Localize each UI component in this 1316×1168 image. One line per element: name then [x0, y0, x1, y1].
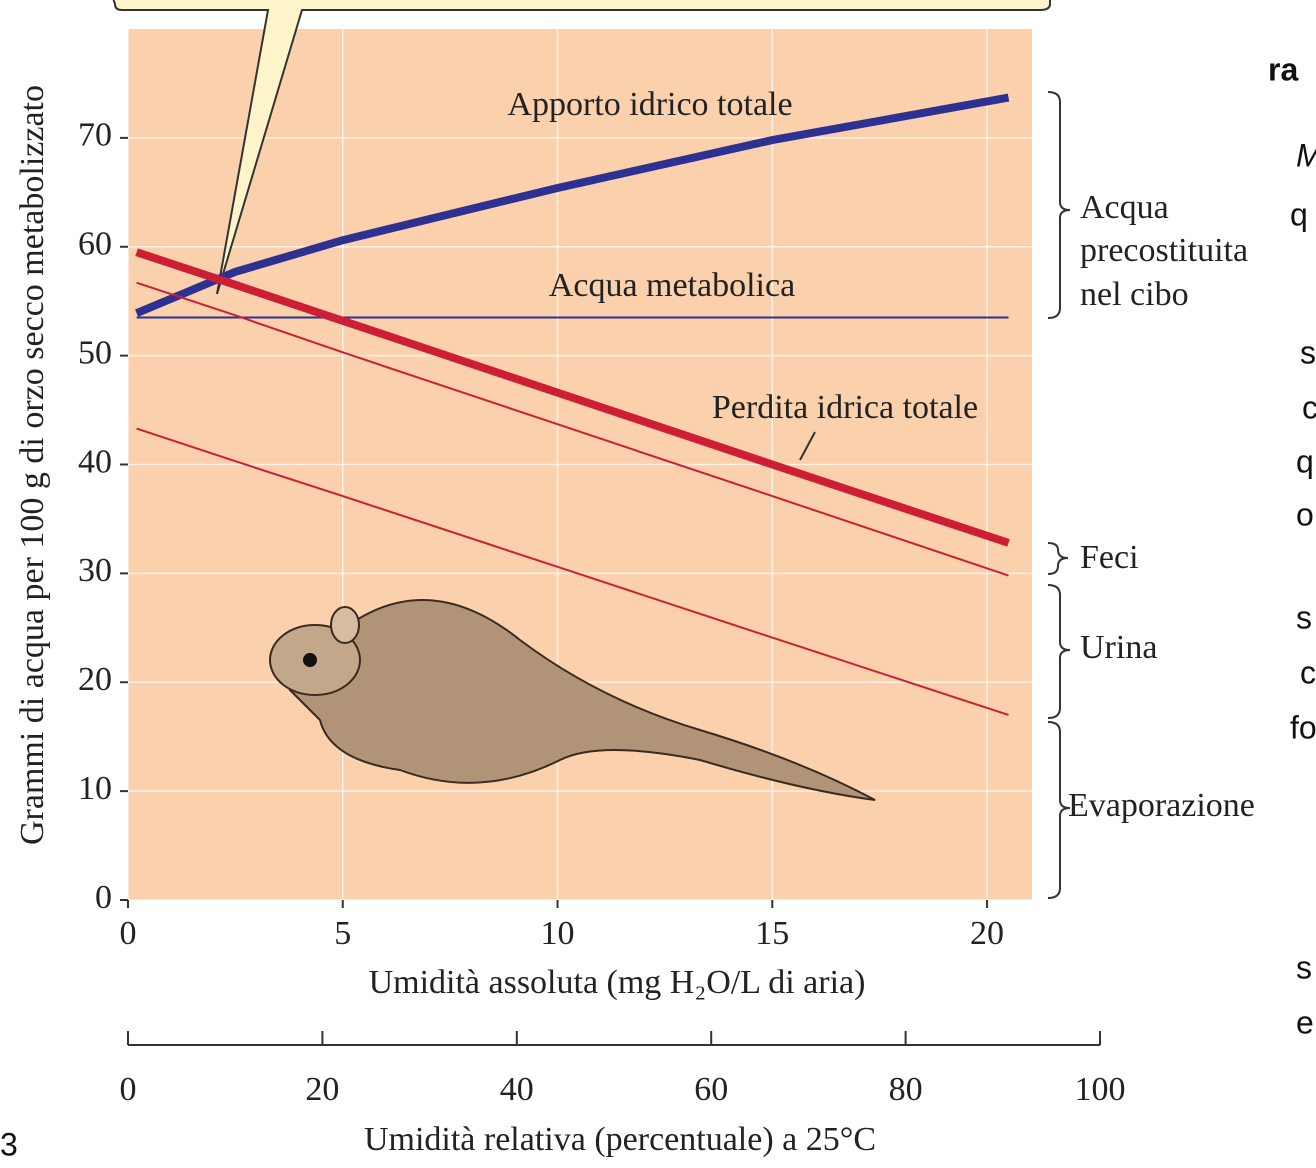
- x-tick-label: 0: [120, 915, 137, 952]
- x2-tick-label: 80: [889, 1071, 923, 1108]
- y-axis-label: Grammi di acqua per 100 g di orzo secco …: [14, 85, 51, 845]
- y-tick-label: 70: [78, 117, 112, 154]
- annotation: Acqua: [1080, 189, 1169, 226]
- x-tick-label: 10: [541, 915, 575, 952]
- annotation: Feci: [1080, 539, 1139, 576]
- series-line: [136, 427, 1009, 716]
- x2-axis-label: Umidità relativa (percentuale) a 25°C: [364, 1121, 876, 1158]
- side-text: s: [1300, 334, 1316, 370]
- brackets: [1047, 91, 1071, 899]
- y-tick-label: 10: [78, 770, 112, 807]
- x-tick-label: 5: [334, 915, 351, 952]
- x-axis-label: Umidità assoluta (mg H₂O/L di aria): [369, 964, 866, 1001]
- series-line: [136, 281, 1009, 577]
- x2-tick-label: 100: [1075, 1071, 1126, 1108]
- y-tick-label: 0: [95, 879, 112, 916]
- y-tick-label: 20: [78, 661, 112, 698]
- x2-tick-label: 40: [500, 1071, 534, 1108]
- annotation: precostituita: [1080, 232, 1248, 269]
- y-tick-label: 40: [78, 443, 112, 480]
- annotation: Urina: [1080, 629, 1157, 666]
- side-text: 3: [0, 1126, 18, 1162]
- side-text: c: [1300, 654, 1316, 690]
- series-label: Acqua metabolica: [549, 267, 795, 304]
- series-label: Perdita idrica totale: [712, 389, 978, 426]
- x2-tick-label: 0: [120, 1071, 137, 1108]
- side-text: e: [1296, 1004, 1314, 1040]
- series-label: Apporto idrico totale: [507, 86, 792, 123]
- leader-line: [799, 431, 816, 461]
- x-tick-label: 15: [755, 915, 789, 952]
- series-line: [135, 248, 1010, 547]
- x-tick-label: 20: [970, 915, 1004, 952]
- x2-tick-label: 20: [305, 1071, 339, 1108]
- x2-tick-label: 60: [694, 1071, 728, 1108]
- annotation: Evaporazione: [1068, 787, 1255, 824]
- annotation: nel cibo: [1080, 276, 1189, 313]
- side-text: ra: [1268, 51, 1298, 87]
- side-text: s: [1296, 599, 1312, 635]
- mouse: [269, 599, 876, 801]
- y-tick-label: 30: [78, 552, 112, 589]
- y-tick-label: 60: [78, 226, 112, 263]
- side-text: fo: [1290, 709, 1316, 745]
- side-text: q: [1296, 443, 1314, 479]
- side-text: c: [1302, 389, 1316, 425]
- side-text: s: [1296, 949, 1312, 985]
- side-text: o: [1296, 496, 1314, 532]
- callout: [112, 0, 1051, 295]
- side-text: q: [1290, 196, 1308, 232]
- side-text: M: [1296, 137, 1316, 173]
- y-tick-label: 50: [78, 334, 112, 371]
